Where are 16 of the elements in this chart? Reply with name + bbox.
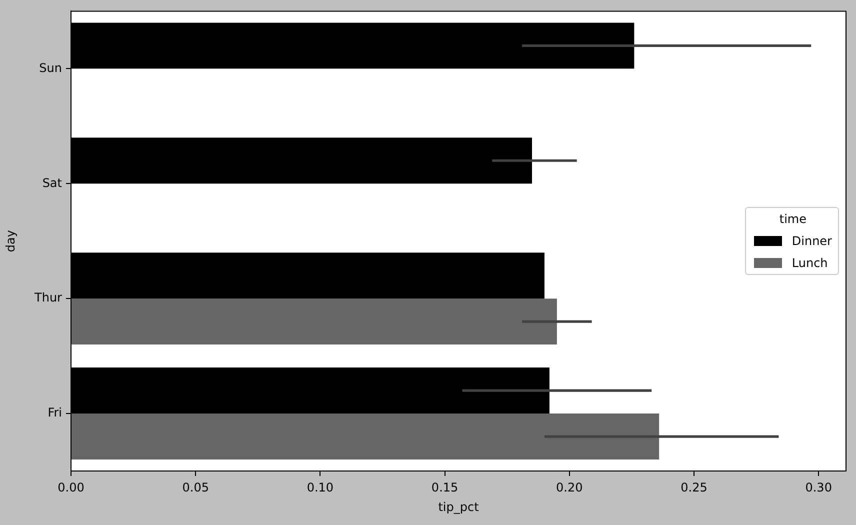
x-tick-label: 0.20: [556, 480, 583, 494]
x-tick-label: 0.15: [431, 480, 458, 494]
y-axis-title: day: [3, 230, 18, 252]
x-tick-label: 0.25: [680, 480, 708, 494]
x-tick-label: 0.10: [306, 480, 334, 494]
legend-title: time: [778, 212, 808, 226]
y-tick-label: Sat: [42, 176, 62, 190]
y-tick-label: Sun: [39, 60, 62, 75]
x-tick-label: 0.05: [182, 480, 209, 494]
x-tick-label: 0.00: [58, 480, 84, 494]
legend-label: Lunch: [792, 256, 828, 270]
x-tick-label: 0.30: [805, 480, 832, 494]
y-tick-label: Fri: [48, 406, 62, 420]
x-axis-title: tip_pct: [438, 500, 480, 514]
y-tick-label: Thur: [34, 290, 62, 305]
legend-label: Dinner: [792, 234, 832, 248]
